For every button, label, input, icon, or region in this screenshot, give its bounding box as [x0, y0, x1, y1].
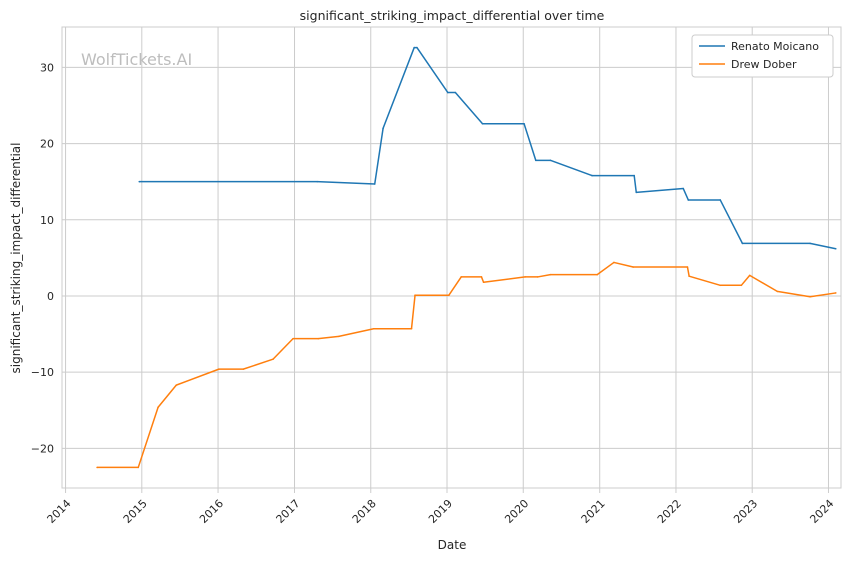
- x-tick-label: 2016: [197, 497, 226, 526]
- data-point-renato-moicano: [741, 242, 744, 245]
- y-tick-label: 10: [40, 214, 54, 227]
- x-tick-label: 2017: [274, 497, 303, 526]
- data-point-drew-dober: [719, 284, 722, 287]
- data-point-drew-dober: [96, 466, 98, 469]
- y-tick-label: 30: [40, 61, 54, 74]
- x-tick-label: 2020: [502, 497, 531, 526]
- data-point-renato-moicano: [687, 199, 690, 201]
- data-point-drew-dober: [524, 276, 526, 278]
- data-point-drew-dober: [372, 327, 375, 330]
- y-axis-title: significant_striking_impact_differential: [9, 143, 23, 374]
- data-point-drew-dober: [740, 284, 743, 287]
- data-point-renato-moicano: [454, 91, 457, 94]
- data-point-renato-moicano: [382, 127, 384, 130]
- data-point-drew-dober: [688, 275, 690, 277]
- data-point-drew-dober: [218, 368, 220, 370]
- data-point-drew-dober: [460, 276, 463, 278]
- x-axis-ticks: 2014 2015 2016 2017 2018 2019 2020 2021 2022 2023…: [45, 488, 836, 526]
- data-point-drew-dober: [242, 368, 245, 370]
- data-point-renato-moicano: [719, 199, 722, 201]
- data-point-drew-dober: [834, 292, 837, 294]
- x-tick-label: 2014: [45, 497, 74, 526]
- y-tick-label: 20: [40, 138, 54, 151]
- data-point-drew-dober: [338, 335, 340, 338]
- plot-area: [62, 27, 841, 488]
- data-point-drew-dober: [748, 274, 751, 277]
- data-point-drew-dober: [157, 406, 159, 409]
- data-point-renato-moicano: [635, 191, 638, 194]
- data-point-drew-dober: [549, 273, 552, 276]
- data-point-renato-moicano: [447, 91, 449, 94]
- data-point-renato-moicano: [316, 180, 319, 183]
- data-point-renato-moicano: [682, 187, 685, 190]
- y-tick-label: −10: [31, 366, 54, 379]
- x-tick-label: 2022: [655, 497, 684, 526]
- chart-title: significant_striking_impact_differential…: [300, 8, 605, 23]
- data-point-renato-moicano: [373, 183, 376, 185]
- legend: Renato Moicano Drew Dober: [691, 34, 834, 78]
- data-point-renato-moicano: [834, 247, 837, 250]
- data-point-renato-moicano: [416, 46, 418, 49]
- data-point-renato-moicano: [534, 159, 537, 162]
- legend-label-renato-moicano: Renato Moicano: [731, 40, 819, 53]
- data-point-renato-moicano: [523, 122, 525, 125]
- watermark: WolfTickets.AI: [81, 50, 192, 69]
- data-point-renato-moicano: [481, 122, 484, 125]
- gridlines: [62, 27, 841, 488]
- data-point-renato-moicano: [591, 174, 593, 177]
- legend-label-drew-dober: Drew Dober: [731, 58, 797, 71]
- data-point-drew-dober: [272, 358, 274, 361]
- x-tick-label: 2021: [579, 497, 608, 526]
- x-axis-title: Date: [438, 538, 467, 552]
- data-point-renato-moicano: [549, 159, 552, 162]
- data-point-renato-moicano: [809, 242, 811, 245]
- x-tick-label: 2019: [426, 497, 455, 526]
- data-point-drew-dober: [448, 294, 450, 297]
- data-point-drew-dober: [536, 276, 539, 278]
- x-tick-label: 2024: [807, 497, 836, 526]
- data-point-drew-dober: [809, 295, 811, 298]
- data-point-drew-dober: [613, 261, 615, 264]
- plot-frame: [61, 26, 842, 489]
- y-tick-label: 0: [47, 290, 54, 303]
- data-point-drew-dober: [482, 281, 485, 284]
- data-point-drew-dober: [292, 337, 294, 340]
- series-layer: [96, 46, 837, 469]
- data-point-drew-dober: [137, 466, 140, 469]
- data-point-drew-dober: [175, 384, 178, 386]
- data-point-drew-dober: [686, 266, 689, 268]
- x-tick-label: 2018: [350, 497, 379, 526]
- data-point-renato-moicano: [633, 174, 635, 177]
- legend-box: [691, 34, 834, 78]
- data-point-drew-dober: [776, 290, 779, 293]
- data-point-drew-dober: [317, 337, 320, 340]
- y-axis-ticks: −20 −10 0 10 20 30: [31, 61, 54, 455]
- data-point-renato-moicano: [138, 180, 141, 183]
- y-tick-label: −20: [31, 442, 54, 455]
- data-point-renato-moicano: [413, 46, 416, 49]
- data-point-drew-dober: [414, 294, 416, 297]
- data-point-drew-dober: [480, 276, 483, 278]
- data-point-drew-dober: [410, 327, 413, 330]
- data-point-drew-dober: [632, 266, 634, 268]
- x-tick-label: 2023: [731, 497, 760, 526]
- data-point-drew-dober: [596, 273, 599, 276]
- x-tick-label: 2015: [121, 497, 150, 526]
